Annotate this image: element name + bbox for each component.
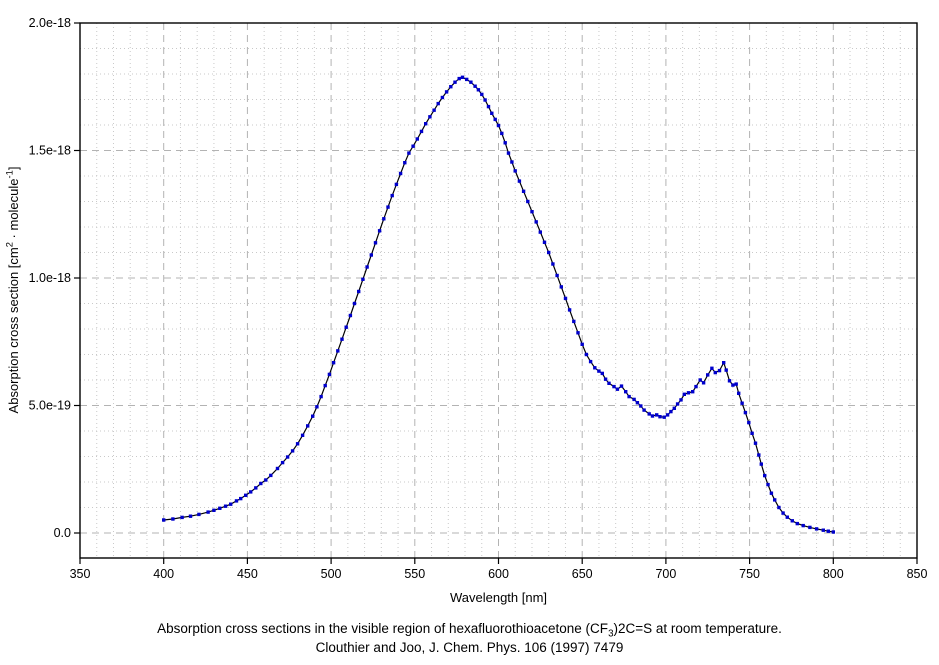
x-tick-label: 500 <box>321 567 342 581</box>
caption-line-2: Clouthier and Joo, J. Chem. Phys. 106 (1… <box>315 640 624 655</box>
y-tick-label: 5.0e-19 <box>29 399 71 413</box>
x-axis-title: Wavelength [nm] <box>449 590 548 605</box>
x-tick-label: 400 <box>153 567 174 581</box>
caption-line-1: Absorption cross sections in the visible… <box>157 621 782 640</box>
axis-tick-labels: 350 400 450 500 550 600 650 700 750 800 850 0.0 5.0e… <box>29 16 928 581</box>
y-tick-label: 1.0e-18 <box>29 271 71 285</box>
y-tick-label: 2.0e-18 <box>29 16 71 30</box>
axis-ticks <box>74 22 918 564</box>
x-tick-label: 550 <box>404 567 425 581</box>
grid-major <box>80 23 917 558</box>
x-tick-label: 850 <box>907 567 928 581</box>
x-tick-label: 700 <box>655 567 676 581</box>
x-tick-label: 450 <box>237 567 258 581</box>
y-axis-title: Absorption cross section [cm2 · molecule… <box>4 166 21 414</box>
x-tick-label: 750 <box>739 567 760 581</box>
x-tick-label: 800 <box>823 567 844 581</box>
x-tick-label: 350 <box>70 567 91 581</box>
x-tick-label: 650 <box>572 567 593 581</box>
data-markers <box>162 75 835 534</box>
x-tick-label: 600 <box>488 567 509 581</box>
y-tick-label: 1.5e-18 <box>29 144 71 158</box>
y-tick-label: 0.0 <box>54 526 71 540</box>
